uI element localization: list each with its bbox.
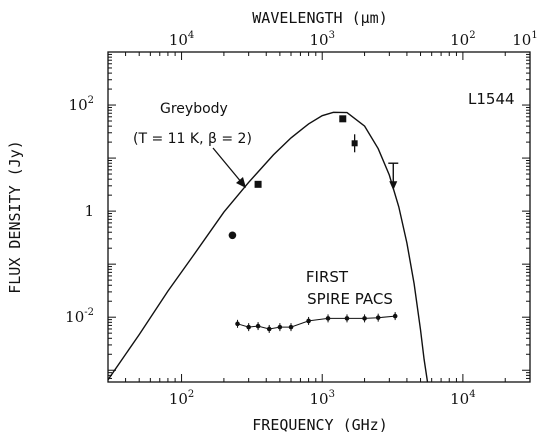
observed-points-layer — [228, 115, 358, 240]
y-tick-label: 102 — [69, 95, 94, 114]
y-axis-title: FLUX DENSITY (Jy) — [6, 140, 24, 294]
sensitivity-layer — [235, 312, 398, 333]
greybody-arrow-line — [212, 147, 243, 184]
upper-limits-layer — [388, 162, 399, 191]
top-tick-label: 104 — [169, 30, 194, 49]
sensitivity-line — [237, 315, 396, 330]
upper-limit-arrowhead — [389, 181, 398, 191]
source-label: L1544 — [468, 90, 515, 108]
y-tick-label: 1 — [84, 202, 94, 220]
x-tick-label: 103 — [309, 389, 334, 408]
greybody-arrow — [212, 147, 246, 188]
x-axis-title: FREQUENCY (GHz) — [252, 416, 387, 434]
x-tick-label: 102 — [169, 389, 194, 408]
greybody-curve-layer — [107, 111, 429, 383]
greybody-params: (T = 11 K, β = 2) — [133, 131, 252, 147]
y-tick-label: 10-2 — [65, 307, 94, 326]
first-label: FIRST — [306, 268, 349, 286]
top-ticks: 104 103 102 101 — [169, 30, 538, 49]
data-point — [339, 115, 347, 123]
greybody-arrow-head — [236, 177, 246, 188]
spire-pacs-label: SPIRE PACS — [307, 290, 393, 308]
data-point — [228, 231, 237, 240]
data-point — [254, 180, 262, 188]
y-ticks: 102 1 10-2 — [65, 51, 530, 383]
top-axis-title: WAVELENGTH (μm) — [252, 9, 387, 27]
plot-frame — [107, 51, 531, 383]
top-tick-label: 103 — [309, 30, 334, 49]
greybody-title: Greybody — [160, 101, 228, 117]
greybody-curve — [107, 111, 429, 383]
top-tick-label: 101 — [512, 30, 537, 49]
x-tick-label: 104 — [450, 389, 475, 408]
top-tick-label: 102 — [450, 30, 475, 49]
x-ticks: 102 103 104 — [107, 52, 531, 408]
